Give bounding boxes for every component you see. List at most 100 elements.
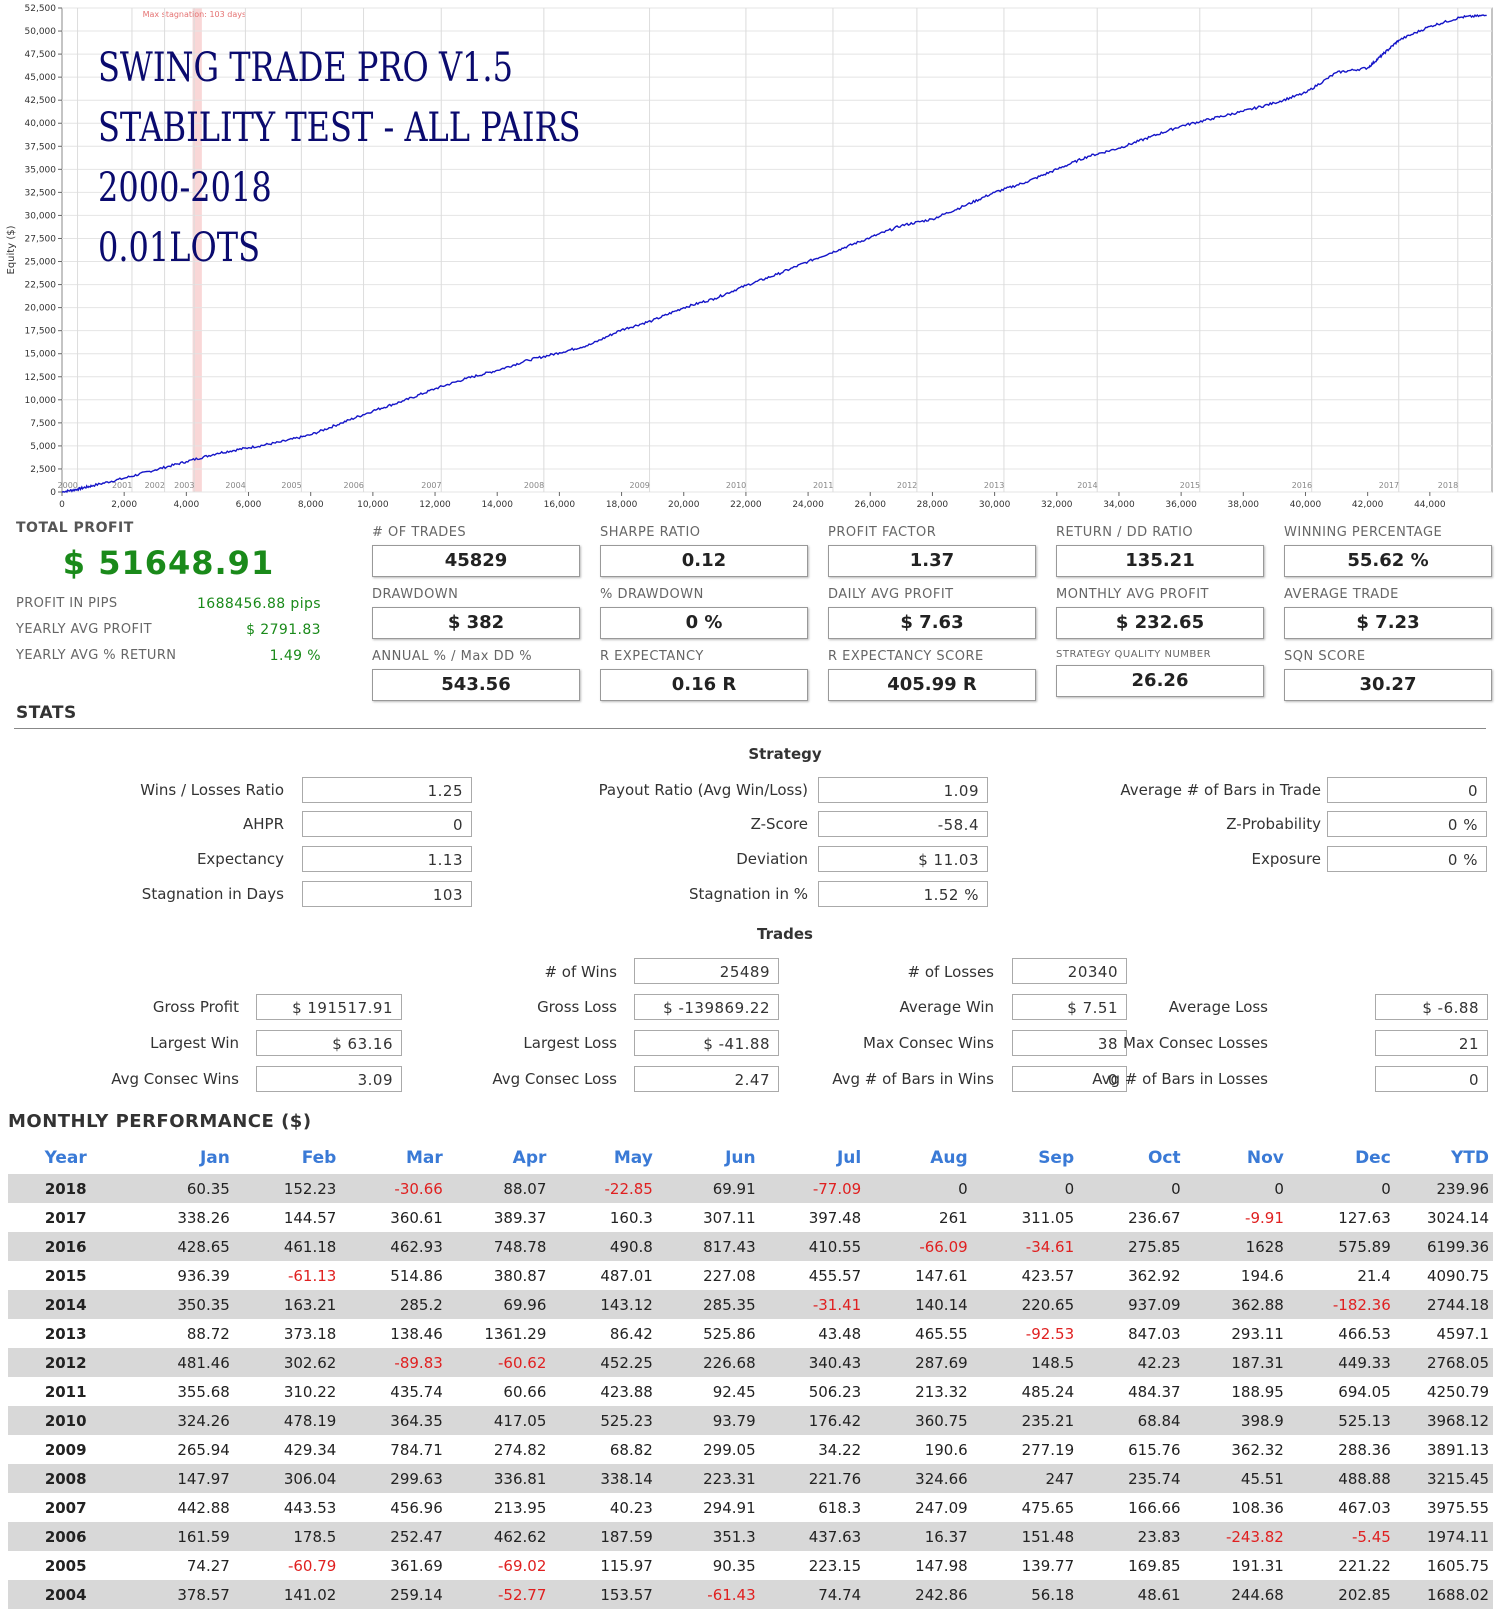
stat-value: 0 — [1012, 1066, 1127, 1092]
yearly-ret-label: YEARLY AVG % RETURN — [16, 648, 177, 663]
stat-value: $ 191517.91 — [256, 994, 402, 1020]
stat-value: 1.52 % — [818, 881, 988, 907]
month-value-cell: 285.2 — [340, 1290, 447, 1319]
x-tick-label: 28,000 — [917, 500, 949, 510]
stat-label: Max Consec Losses — [1123, 1034, 1268, 1052]
month-value-cell: 213.32 — [915, 1382, 968, 1401]
year-row-2012: 2012 481.46 302.62 -89.83 -60.62 452.25 226.68… — [8, 1348, 1493, 1377]
month-value-cell: 242.86 — [865, 1580, 972, 1609]
month-value-cell: 285.35 — [656, 1290, 760, 1319]
month-value-cell: 190.6 — [924, 1440, 968, 1459]
month-value-cell: 153.57 — [550, 1580, 657, 1609]
month-value-cell: 45.51 — [1184, 1464, 1288, 1493]
trades-title: Trades — [757, 925, 813, 943]
stat-value: $ -6.88 — [1375, 994, 1488, 1020]
metric-trades: # OF TRADES 45829 — [372, 525, 580, 577]
metric-r-expectancy-score: R EXPECTANCY SCORE 405.99 R — [828, 649, 1036, 701]
metric-value: 1.37 — [828, 545, 1036, 577]
month-value-cell: 115.97 — [600, 1556, 653, 1575]
year-row-2015: 2015 936.39 -61.13 514.86 380.87 487.01 227.08… — [8, 1261, 1493, 1290]
month-value-cell: -182.36 — [1287, 1290, 1395, 1319]
overlay-line-4: 0.01LOTS — [98, 225, 260, 271]
month-value-cell: 748.78 — [446, 1232, 551, 1261]
month-value-cell: 93.79 — [656, 1406, 760, 1435]
month-value-cell: 484.37 — [1128, 1382, 1181, 1401]
year-label: 2017 — [1379, 481, 1399, 490]
year-row-2005: 2005 74.27 -60.79 361.69 -69.02 115.97 90.35 22… — [8, 1551, 1493, 1580]
strategy-title: Strategy — [748, 745, 822, 763]
month-value-cell: 0 — [1184, 1174, 1288, 1203]
metric-label: SHARPE RATIO — [600, 525, 701, 540]
metric-pct-drawdown: % DRAWDOWN 0 % — [600, 587, 808, 639]
month-value-cell: 227.08 — [703, 1266, 756, 1285]
stat-value: $ -139869.22 — [634, 994, 779, 1020]
year-cell: 2012 — [8, 1348, 128, 1377]
year-row-2007: 2007 442.88 443.53 456.96 213.95 40.23 294.91 6… — [8, 1493, 1493, 1522]
month-value-cell: 239.96 — [1394, 1174, 1493, 1203]
year-cell: 2008 — [8, 1464, 128, 1493]
stat-value: 2.47 — [634, 1066, 779, 1092]
month-value-cell: 4250.79 — [1426, 1382, 1489, 1401]
y-tick-label: 2,500 — [30, 465, 56, 475]
year-cell: 2017 — [44, 1208, 87, 1227]
month-value-cell: 490.8 — [550, 1232, 657, 1261]
month-value-cell: 244.68 — [1184, 1580, 1288, 1609]
month-value-cell: 467.03 — [1338, 1498, 1391, 1517]
metric-label: R EXPECTANCY SCORE — [828, 649, 984, 664]
month-value-cell: 475.65 — [1021, 1498, 1075, 1517]
month-value-cell: 423.57 — [1021, 1266, 1075, 1285]
month-value-cell: 694.05 — [1338, 1382, 1391, 1401]
month-value-cell: -69.02 — [498, 1556, 547, 1575]
y-tick-label: 52,500 — [25, 4, 57, 14]
stat-label: Gross Loss — [537, 998, 617, 1016]
stat-value: 21 — [1375, 1030, 1488, 1056]
metric-value: $ 382 — [372, 607, 580, 639]
month-value-cell: 40.23 — [609, 1498, 653, 1517]
stat-value: 20340 — [1012, 958, 1127, 984]
month-value-cell: 3215.45 — [1394, 1464, 1493, 1493]
metric-label: # OF TRADES — [372, 525, 467, 540]
stat-label: Payout Ratio (Avg Win/Loss) — [598, 781, 808, 799]
year-row-2013: 2013 88.72 373.18 138.46 1361.29 86.42 525.86 4… — [8, 1319, 1493, 1348]
month-value-cell: 16.37 — [865, 1522, 972, 1551]
metric-value: 45829 — [372, 545, 580, 577]
yearly-ret-row: YEARLY AVG % RETURN 1.49 % — [16, 648, 321, 664]
year-label: 2005 — [281, 481, 301, 490]
overlay-line-2: STABILITY TEST - ALL PAIRS — [98, 105, 581, 151]
x-tick-label: 44,000 — [1414, 500, 1446, 510]
x-tick-label: 30,000 — [979, 500, 1011, 510]
x-tick-label: 24,000 — [792, 500, 824, 510]
month-value-cell: 274.82 — [493, 1440, 547, 1459]
month-value-cell: 68.82 — [609, 1440, 653, 1459]
month-value-cell: 351.3 — [656, 1522, 760, 1551]
month-value-cell: 194.6 — [1240, 1266, 1284, 1285]
y-tick-label: 20,000 — [25, 304, 57, 314]
x-tick-label: 18,000 — [606, 500, 638, 510]
month-value-cell: -60.79 — [287, 1556, 337, 1575]
overlay-line-3: 2000-2018 — [98, 165, 272, 211]
metric-annual-maxdd: ANNUAL % / Max DD % 543.56 — [372, 649, 580, 701]
month-value-cell: 259.14 — [340, 1580, 447, 1609]
metric-value: 0 % — [600, 607, 808, 639]
month-value-cell: 74.27 — [186, 1556, 230, 1575]
month-value-cell: 340.43 — [759, 1348, 866, 1377]
month-value-cell: 147.98 — [915, 1556, 968, 1575]
month-value-cell: 360.61 — [390, 1208, 443, 1227]
stat-value: 0 — [302, 811, 472, 837]
month-value-cell: -52.77 — [446, 1580, 551, 1609]
month-value-cell: 2768.05 — [1394, 1348, 1493, 1377]
y-tick-label: 27,500 — [25, 234, 57, 244]
month-value-cell: 21.4 — [1357, 1266, 1391, 1285]
metric-label: DAILY AVG PROFIT — [828, 587, 954, 602]
header-dec: Dec — [1355, 1148, 1391, 1168]
month-value-cell: -243.82 — [1184, 1522, 1288, 1551]
month-value-cell: 252.47 — [340, 1522, 447, 1551]
year-cell: 2018 — [8, 1174, 128, 1203]
month-value-cell: 618.3 — [818, 1498, 862, 1517]
month-value-cell: 74.74 — [759, 1580, 866, 1609]
metric-label: ANNUAL % / Max DD % — [372, 649, 533, 664]
metric-value: 0.16 R — [600, 669, 808, 701]
year-label: 2001 — [112, 481, 132, 490]
stagnation-band — [192, 8, 202, 492]
stat-label: Avg Consec Wins — [111, 1070, 239, 1088]
